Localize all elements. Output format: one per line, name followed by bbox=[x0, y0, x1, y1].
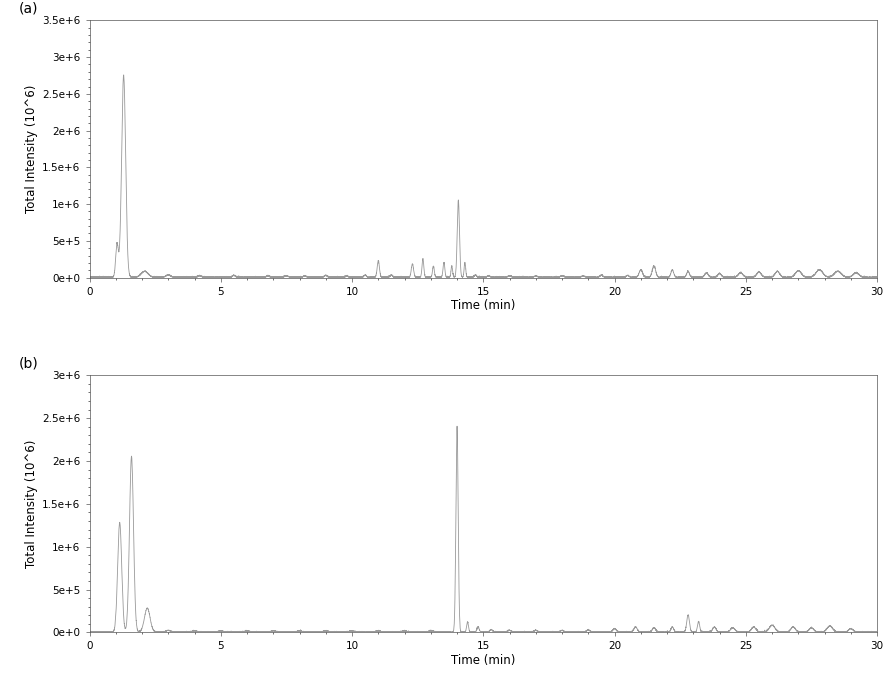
Text: (a): (a) bbox=[19, 1, 38, 15]
X-axis label: Time (min): Time (min) bbox=[451, 654, 515, 667]
Text: (b): (b) bbox=[19, 356, 38, 370]
Y-axis label: Total Intensity (10^6): Total Intensity (10^6) bbox=[25, 85, 38, 213]
Y-axis label: Total Intensity (10^6): Total Intensity (10^6) bbox=[25, 440, 38, 568]
X-axis label: Time (min): Time (min) bbox=[451, 299, 515, 312]
